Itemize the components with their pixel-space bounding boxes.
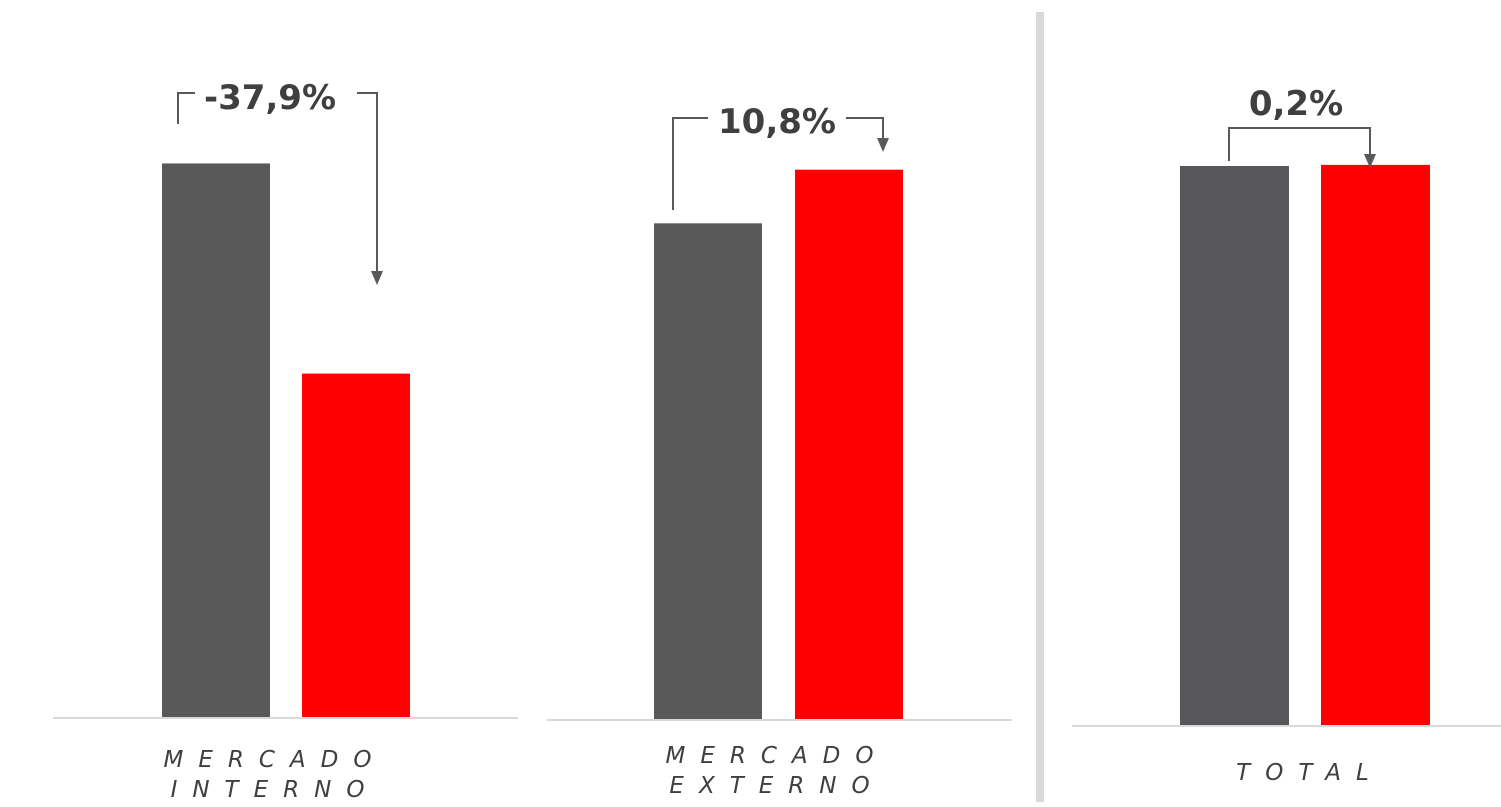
arrow-head-icon: [371, 271, 383, 285]
change-percent-label: 0,2%: [1249, 84, 1343, 124]
category-label-mercado-externo: MERCADO EXTERNO: [647, 741, 907, 801]
change-percent-label: -37,9%: [204, 78, 336, 118]
change-connector-left: [672, 117, 708, 210]
arrow-head-icon: [877, 138, 889, 152]
category-label-line: MERCADO: [665, 743, 889, 769]
category-label-total: TOTAL: [1210, 758, 1410, 788]
category-label-mercado-interno: MERCADO INTERNO: [145, 745, 405, 805]
change-connector-left: [177, 92, 195, 124]
bar-current: [1321, 164, 1430, 726]
category-label-line: INTERNO: [170, 777, 380, 803]
change-connector-right: [357, 92, 378, 273]
category-label-line: EXTERNO: [669, 773, 885, 799]
change-connector-right: [846, 117, 884, 140]
arrow-head-icon: [1364, 154, 1376, 168]
bar-previous: [162, 163, 270, 719]
change-connector: [1228, 127, 1371, 161]
category-label-line: TOTAL: [1236, 760, 1384, 786]
bar-previous: [654, 223, 762, 721]
bar-current: [302, 373, 410, 718]
bar-previous: [1180, 166, 1289, 726]
category-label-line: MERCADO: [163, 747, 387, 773]
change-percent-label: 10,8%: [718, 102, 836, 142]
bar-current: [795, 169, 903, 720]
